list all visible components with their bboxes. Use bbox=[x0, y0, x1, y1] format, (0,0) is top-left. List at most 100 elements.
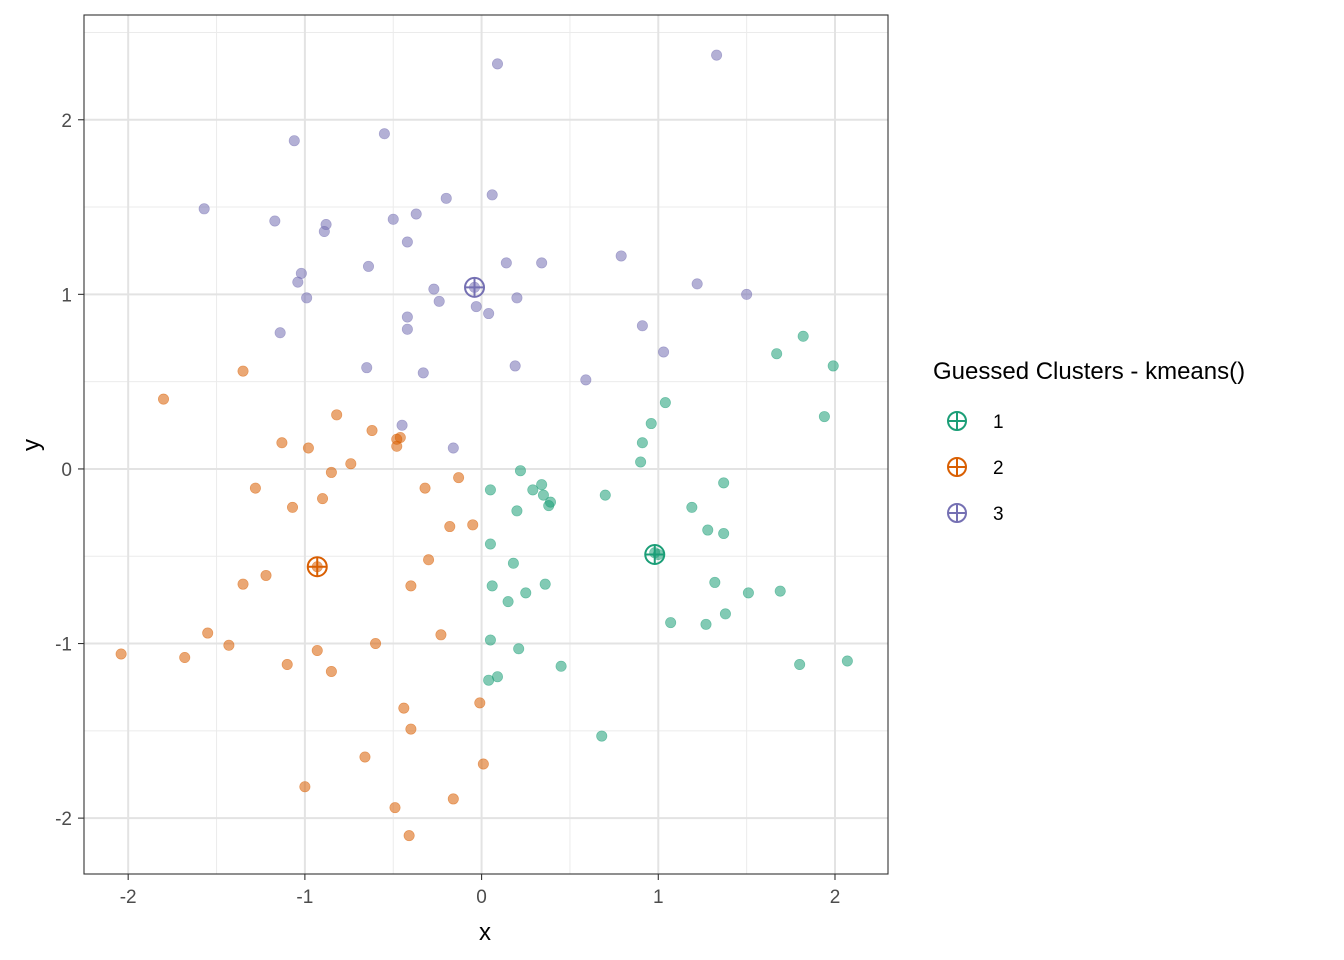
data-point-cluster-2 bbox=[345, 458, 357, 470]
data-point-cluster-3 bbox=[741, 288, 753, 300]
data-point-cluster-2 bbox=[405, 580, 417, 592]
data-point-cluster-2 bbox=[403, 830, 415, 842]
data-point-cluster-2 bbox=[202, 627, 214, 639]
data-point-cluster-1 bbox=[502, 596, 514, 608]
data-point-cluster-2 bbox=[299, 781, 311, 793]
data-point-cluster-2 bbox=[325, 665, 337, 677]
data-point-cluster-1 bbox=[544, 496, 556, 508]
data-point-cluster-3 bbox=[410, 208, 422, 220]
data-point-cluster-3 bbox=[396, 419, 408, 431]
legend-label-2: 2 bbox=[993, 458, 1004, 479]
data-point-cluster-3 bbox=[198, 203, 210, 215]
data-point-cluster-3 bbox=[486, 189, 498, 201]
data-point-cluster-1 bbox=[742, 587, 754, 599]
legend-key-3 bbox=[947, 503, 967, 523]
data-point-cluster-2 bbox=[366, 425, 378, 437]
y-axis-ticks: -2 -1 0 1 2 bbox=[55, 111, 84, 830]
data-point-cluster-1 bbox=[555, 660, 567, 672]
data-point-cluster-1 bbox=[484, 484, 496, 496]
data-point-cluster-1 bbox=[659, 397, 671, 409]
x-axis-ticks: -2 -1 0 1 2 bbox=[120, 874, 841, 908]
data-point-cluster-2 bbox=[311, 645, 323, 657]
x-axis-title: x bbox=[479, 919, 491, 946]
y-tick-label: 0 bbox=[61, 460, 72, 481]
data-point-cluster-3 bbox=[361, 362, 373, 374]
data-point-cluster-3 bbox=[500, 257, 512, 269]
data-point-cluster-1 bbox=[520, 587, 532, 599]
data-point-cluster-2 bbox=[389, 802, 401, 814]
data-point-cluster-1 bbox=[794, 658, 806, 670]
data-point-cluster-2 bbox=[237, 365, 249, 377]
data-point-cluster-1 bbox=[709, 576, 721, 588]
data-point-cluster-3 bbox=[711, 49, 723, 61]
data-point-cluster-2 bbox=[260, 569, 272, 581]
data-point-cluster-1 bbox=[818, 411, 830, 423]
data-point-cluster-1 bbox=[718, 528, 730, 540]
legend-label-3: 3 bbox=[993, 504, 1004, 525]
data-point-cluster-3 bbox=[269, 215, 281, 227]
data-point-cluster-2 bbox=[179, 652, 191, 664]
data-point-cluster-1 bbox=[771, 348, 783, 360]
data-point-cluster-2 bbox=[325, 466, 337, 478]
legend-key-1 bbox=[947, 411, 967, 431]
centroid-cluster-2 bbox=[306, 556, 328, 578]
data-point-cluster-1 bbox=[596, 730, 608, 742]
data-point-cluster-1 bbox=[527, 484, 539, 496]
data-point-cluster-1 bbox=[536, 479, 548, 491]
data-point-cluster-3 bbox=[615, 250, 627, 262]
legend-label-1: 1 bbox=[993, 412, 1004, 433]
data-point-cluster-3 bbox=[447, 442, 459, 454]
data-point-cluster-3 bbox=[536, 257, 548, 269]
data-point-cluster-3 bbox=[433, 295, 445, 307]
data-point-cluster-3 bbox=[636, 320, 648, 332]
data-point-cluster-3 bbox=[658, 346, 670, 358]
y-tick-label: 2 bbox=[61, 111, 72, 132]
data-point-cluster-3 bbox=[428, 283, 440, 295]
data-point-cluster-2 bbox=[249, 482, 261, 494]
major-gridlines bbox=[84, 15, 888, 874]
data-point-cluster-1 bbox=[774, 585, 786, 597]
data-point-cluster-2 bbox=[287, 501, 299, 513]
data-point-cluster-3 bbox=[401, 311, 413, 323]
data-point-cluster-2 bbox=[391, 440, 403, 452]
data-point-cluster-1 bbox=[539, 578, 551, 590]
data-point-cluster-2 bbox=[158, 393, 170, 405]
x-tick-label: 2 bbox=[830, 887, 841, 908]
cluster-centroids bbox=[306, 276, 666, 578]
data-point-cluster-1 bbox=[484, 634, 496, 646]
data-point-cluster-3 bbox=[387, 213, 399, 225]
minor-gridlines bbox=[84, 15, 888, 874]
data-point-cluster-2 bbox=[444, 521, 456, 533]
centroid-cluster-1 bbox=[644, 543, 666, 565]
data-point-cluster-1 bbox=[513, 643, 525, 655]
data-point-cluster-3 bbox=[301, 292, 313, 304]
data-point-cluster-3 bbox=[417, 367, 429, 379]
data-point-cluster-2 bbox=[435, 629, 447, 641]
data-point-cluster-1 bbox=[645, 418, 657, 430]
data-point-cluster-3 bbox=[509, 360, 521, 372]
y-tick-label: -2 bbox=[55, 809, 72, 830]
data-point-cluster-1 bbox=[483, 674, 495, 686]
data-point-cluster-3 bbox=[401, 236, 413, 248]
data-point-cluster-1 bbox=[511, 505, 523, 517]
data-point-cluster-2 bbox=[398, 702, 410, 714]
data-point-cluster-1 bbox=[686, 501, 698, 513]
data-point-cluster-1 bbox=[484, 538, 496, 550]
y-axis-title: y bbox=[18, 439, 45, 451]
data-point-cluster-3 bbox=[491, 58, 503, 70]
data-point-cluster-3 bbox=[401, 323, 413, 335]
data-point-cluster-1 bbox=[537, 489, 549, 501]
data-point-cluster-2 bbox=[331, 409, 343, 421]
data-point-cluster-1 bbox=[636, 437, 648, 449]
data-point-cluster-3 bbox=[580, 374, 592, 386]
data-point-cluster-1 bbox=[507, 557, 519, 569]
y-tick-label: 1 bbox=[61, 285, 72, 306]
legend: Guessed Clusters - kmeans() 1 2 3 bbox=[933, 358, 1245, 525]
data-point-cluster-2 bbox=[467, 519, 479, 531]
data-point-cluster-2 bbox=[359, 751, 371, 763]
data-point-cluster-2 bbox=[302, 442, 314, 454]
data-point-cluster-2 bbox=[223, 639, 235, 651]
data-point-cluster-1 bbox=[665, 617, 677, 629]
data-point-cluster-2 bbox=[317, 493, 329, 505]
centroid-cluster-3 bbox=[464, 276, 486, 298]
